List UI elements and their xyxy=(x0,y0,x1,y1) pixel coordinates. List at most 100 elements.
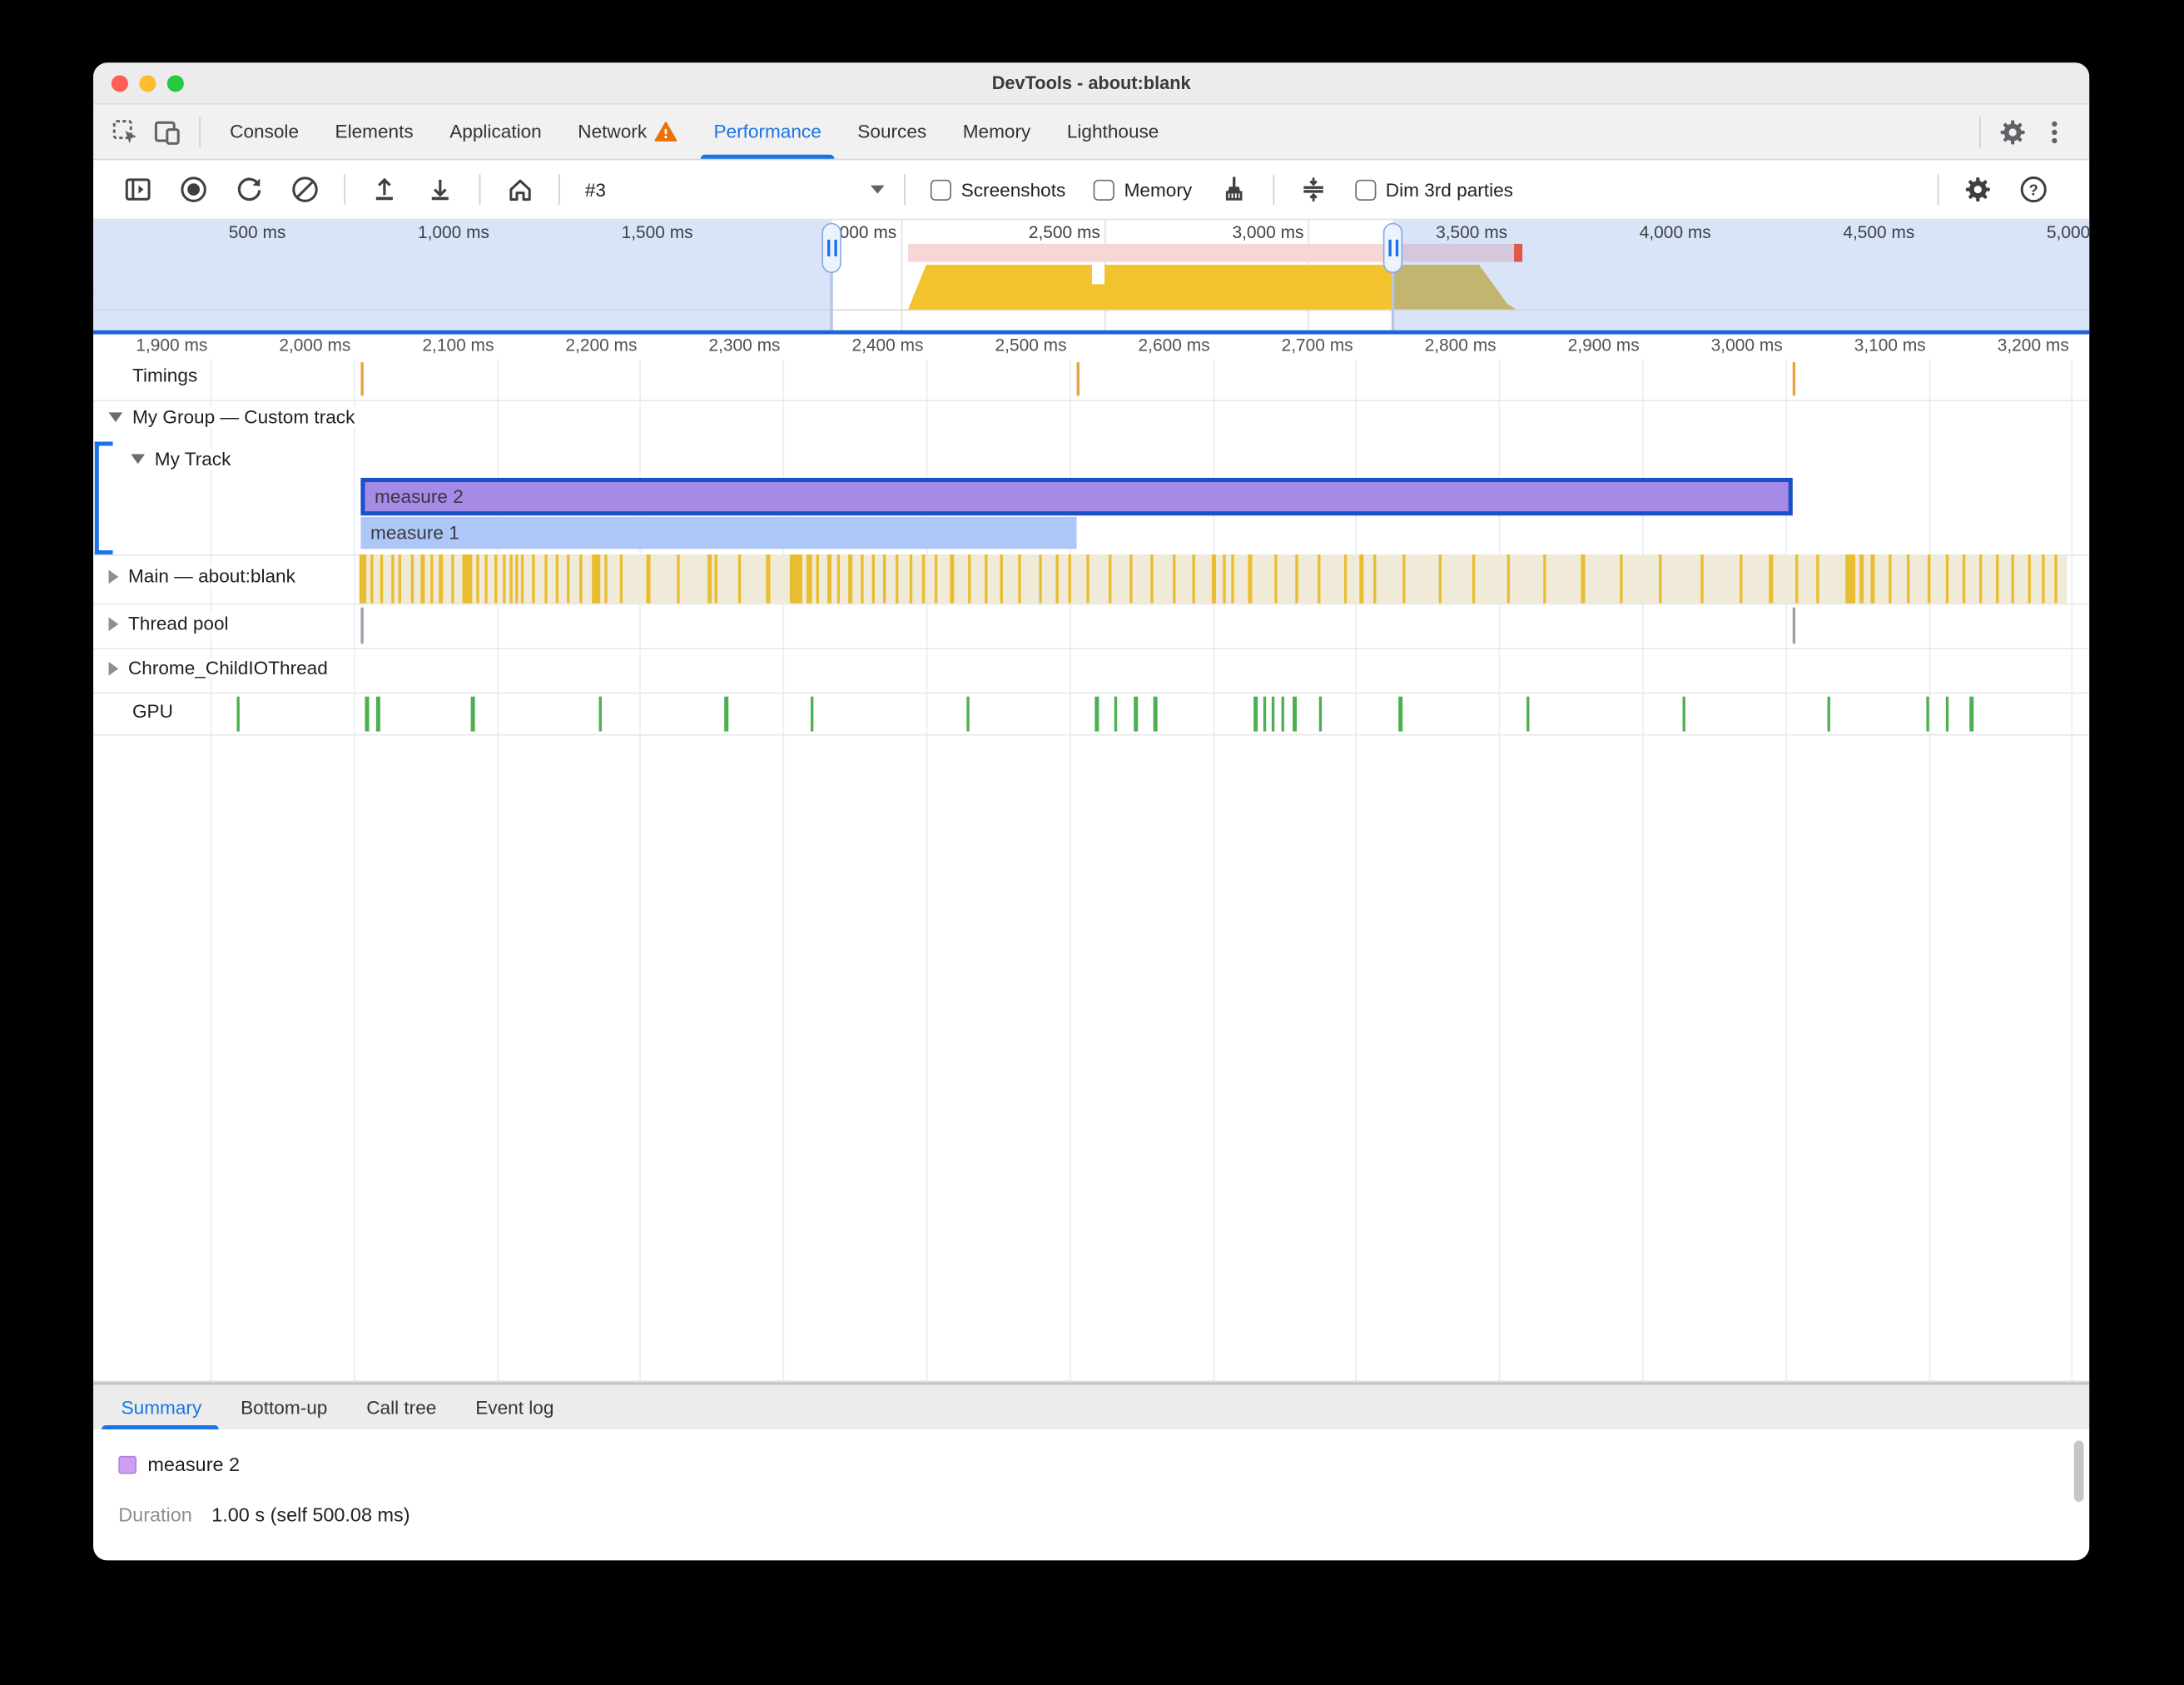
tab-network[interactable]: Network xyxy=(559,105,695,159)
gpu-activity-mark xyxy=(365,696,369,732)
chevron-down-icon[interactable] xyxy=(131,454,146,465)
chevron-right-icon[interactable] xyxy=(108,661,119,675)
track-label-gpu[interactable]: GPU xyxy=(127,700,179,722)
screenshots-checkbox-group[interactable]: Screenshots xyxy=(930,179,1065,201)
save-profile-button[interactable] xyxy=(419,168,461,210)
main-activity-stripe xyxy=(370,554,374,604)
clear-button[interactable] xyxy=(284,168,325,210)
devtools-window: DevTools - about:blank Console Elements Ap… xyxy=(93,62,2090,1561)
collapse-sections-button[interactable] xyxy=(1293,168,1334,210)
main-activity-stripe xyxy=(1222,554,1226,604)
details-tab-label: Call tree xyxy=(366,1396,437,1418)
chart-gridline xyxy=(1785,359,1787,1381)
track-row-border xyxy=(93,733,2090,736)
history-select[interactable]: #3 xyxy=(585,179,885,200)
help-button[interactable]: ? xyxy=(2013,168,2054,210)
main-activity-stripe xyxy=(707,554,712,604)
device-toolbar-button[interactable] xyxy=(146,111,188,152)
screenshots-checkbox[interactable] xyxy=(930,179,951,201)
dock-side-button[interactable] xyxy=(117,168,159,210)
collapse-icon xyxy=(1299,176,1327,203)
timeline-track-area[interactable]: Timings My Group — Custom track My Track… xyxy=(93,334,2090,1383)
track-label-io-thread[interactable]: Chrome_ChildIOThread xyxy=(102,657,334,678)
tab-application[interactable]: Application xyxy=(431,105,559,159)
collect-garbage-button[interactable] xyxy=(1213,168,1254,210)
main-thread-activity-band[interactable] xyxy=(359,554,2067,604)
details-tab-bottom-up[interactable]: Bottom-up xyxy=(221,1384,347,1429)
timeline-overview[interactable]: CPU NET 500 ms1,000 ms1,500 ms2,000 ms2,… xyxy=(93,220,2090,331)
main-activity-stripe xyxy=(738,554,742,604)
details-tab-event-log[interactable]: Event log xyxy=(456,1384,573,1429)
tab-lighthouse[interactable]: Lighthouse xyxy=(1049,105,1177,159)
memory-checkbox[interactable] xyxy=(1093,179,1114,201)
chevron-down-icon[interactable] xyxy=(108,412,123,423)
record-and-reload-button[interactable] xyxy=(228,168,270,210)
chevron-right-icon[interactable] xyxy=(108,616,119,631)
reload-icon xyxy=(234,174,265,205)
performance-toolbar: #3 Screenshots Memory Dim 3rd parties xyxy=(93,160,2090,221)
tab-sources[interactable]: Sources xyxy=(840,105,945,159)
selection-handle-right[interactable] xyxy=(1383,222,1403,274)
settings-button[interactable] xyxy=(1992,111,2033,152)
tab-label: Lighthouse xyxy=(1066,121,1159,142)
dock-side-icon xyxy=(124,176,151,203)
minimize-button[interactable] xyxy=(139,75,156,92)
tab-elements[interactable]: Elements xyxy=(317,105,432,159)
measure-bar-measure-2[interactable]: measure 2 xyxy=(360,478,1793,516)
selection-handle-stem xyxy=(1392,222,1395,331)
track-label-timings[interactable]: Timings xyxy=(127,365,203,386)
main-activity-stripe xyxy=(1000,554,1004,604)
main-activity-stripe xyxy=(790,554,802,604)
main-activity-stripe xyxy=(567,554,570,604)
timings-mark xyxy=(360,362,365,396)
summary-scrollbar[interactable] xyxy=(2073,1440,2084,1503)
gpu-activity-mark xyxy=(1969,696,1974,732)
main-activity-stripe xyxy=(909,554,912,604)
main-activity-stripe xyxy=(677,554,680,604)
track-label-thread-pool[interactable]: Thread pool xyxy=(102,613,235,634)
record-button[interactable] xyxy=(173,168,215,210)
inspect-element-button[interactable] xyxy=(105,111,146,152)
dim-3rd-parties-checkbox[interactable] xyxy=(1354,179,1377,201)
more-options-button[interactable] xyxy=(2033,111,2075,152)
load-profile-button[interactable] xyxy=(364,168,405,210)
live-metrics-button[interactable] xyxy=(499,168,540,210)
tab-performance[interactable]: Performance xyxy=(696,105,840,159)
capture-settings-button[interactable] xyxy=(1957,168,1998,210)
main-activity-stripe xyxy=(462,554,473,604)
main-activity-stripe xyxy=(593,554,600,604)
main-activity-stripe xyxy=(1859,554,1864,604)
main-activity-stripe xyxy=(380,554,384,604)
summary-event-row: measure 2 xyxy=(118,1453,240,1475)
main-activity-stripe xyxy=(714,554,717,604)
details-tab-summary[interactable]: Summary xyxy=(102,1384,221,1429)
tab-memory[interactable]: Memory xyxy=(945,105,1049,159)
ruler-tick-label: 2,900 ms xyxy=(1567,336,1640,355)
track-label-my-group[interactable]: My Group — Custom track xyxy=(102,406,361,428)
chevron-right-icon[interactable] xyxy=(108,569,119,584)
gpu-activity-mark xyxy=(1094,696,1099,732)
divider xyxy=(199,116,201,147)
measure-bar-measure-1[interactable]: measure 1 xyxy=(360,516,1077,549)
main-activity-stripe xyxy=(1795,554,1799,604)
main-activity-stripe xyxy=(1192,554,1196,604)
close-button[interactable] xyxy=(111,75,128,92)
track-label-my-track[interactable]: My Track xyxy=(125,448,237,470)
track-label-main[interactable]: Main — about:blank xyxy=(102,565,301,587)
divider xyxy=(344,174,346,206)
main-activity-stripe xyxy=(1700,554,1704,604)
chart-gridline xyxy=(782,359,785,1381)
main-activity-stripe xyxy=(520,554,524,604)
overview-tick-label: 3,000 ms xyxy=(1232,222,1304,243)
memory-checkbox-group[interactable]: Memory xyxy=(1093,179,1192,201)
chart-gridline xyxy=(1928,359,1930,1381)
selection-handle-left[interactable] xyxy=(821,222,842,274)
main-activity-stripe xyxy=(619,554,623,604)
tab-console[interactable]: Console xyxy=(211,105,316,159)
details-tab-call-tree[interactable]: Call tree xyxy=(347,1384,456,1429)
chart-gridline xyxy=(1355,359,1358,1381)
overview-dim-right xyxy=(1393,220,2090,331)
dim-3rd-parties-checkbox-group[interactable]: Dim 3rd parties xyxy=(1354,179,1513,201)
maximize-button[interactable] xyxy=(166,75,184,92)
